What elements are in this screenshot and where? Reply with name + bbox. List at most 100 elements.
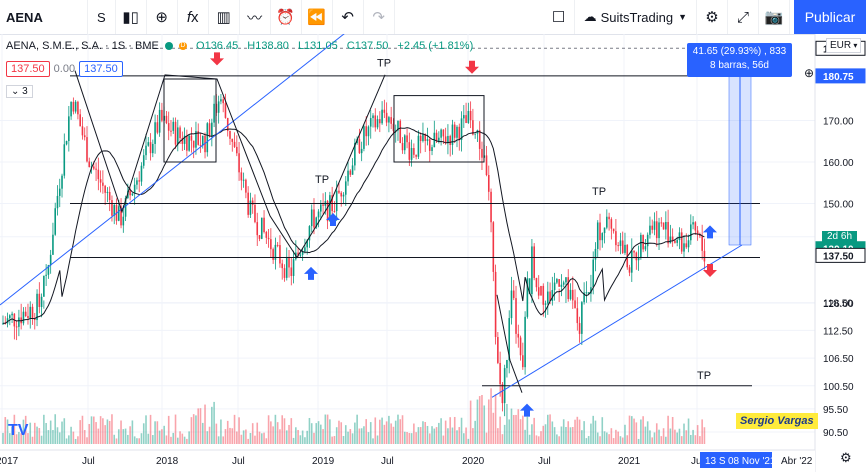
volume-bar [406,432,408,444]
candle-body [36,293,38,321]
volume-bar [329,419,331,444]
fullscreen-icon[interactable]: ⤢ [728,0,759,34]
square-icon[interactable]: ☐ [544,0,575,34]
volume-bar [276,422,279,444]
candle-body [265,232,268,238]
interval-button[interactable]: S [88,0,116,34]
volume-bar [226,420,229,444]
candle-body [565,277,567,283]
volume-bar [145,415,147,444]
volume-bar [619,436,622,444]
candle-body [322,204,324,206]
undo-icon[interactable]: ↶ [333,0,364,34]
candle-body [376,119,379,128]
volume-bar [52,430,54,444]
candle-body [583,292,585,303]
volume-bar [186,438,188,444]
volume-bar [181,433,184,444]
tp-label: TP [315,174,329,186]
volume-bar [192,414,195,444]
volume-bar [417,427,420,444]
candles-icon[interactable]: ▮▯ [116,0,147,34]
volume-bar [322,429,324,444]
volume-bar [208,426,211,444]
volume-bar [222,436,224,444]
volume-bar [263,432,265,444]
drawings: TPTPTPTPTPTP [0,34,760,417]
replay-icon[interactable]: ⏪ [302,0,333,34]
volume-bar [537,436,540,444]
candle-body [70,101,72,117]
volume-bar [533,417,535,444]
time-tick-label: 2017 [0,456,19,467]
volume-bar [419,427,422,444]
candle-body [270,239,272,250]
volume-bar [215,423,218,444]
candle-body [313,209,315,228]
legend-low: L131.05 [297,40,338,52]
volume-bar [465,427,467,444]
candle-body [633,250,635,253]
publish-button[interactable]: Publicar [794,0,866,34]
volume-bar [58,432,61,444]
price-chart[interactable]: TPTPTPTPTPTP 90.5095.50100.50106.50112.5… [0,34,866,472]
broker-dropdown[interactable]: ☁ SuitsTrading ▼ [575,0,697,34]
candle-body [47,265,50,275]
candle-body [288,256,290,268]
candle-body [542,285,545,305]
candle-body [592,259,594,288]
symbol-search[interactable]: AENA [0,0,88,34]
redo-icon[interactable]: ↷ [364,0,395,34]
candle-body [72,101,75,112]
candle-body [242,179,245,181]
gear-icon[interactable]: ⚙ [697,0,728,34]
volume-bar [658,429,660,444]
candle-body [88,161,91,168]
pattern-icon[interactable]: 〰 [240,0,271,34]
candle-body [154,122,156,144]
volume-bar [558,436,560,444]
volume-bar [447,428,449,444]
buy-button[interactable]: 137.50 [79,61,123,77]
bar-chart-icon[interactable]: ▥ [209,0,240,34]
measure-line2: 8 barras, 56d [710,60,769,71]
volume-bar [574,419,576,444]
sell-button[interactable]: 137.50 [6,61,50,77]
volume-bar [678,428,681,444]
time-tick-label: Jul [538,456,551,467]
volume-bar [267,415,270,444]
indicator-toggle[interactable]: ⌄ 3 [6,85,33,98]
candle-body [9,315,11,319]
candle-body [363,126,365,149]
volume-bar [506,403,508,444]
volume-bar [637,438,640,444]
currency-selector[interactable]: EUR ▾ [826,38,862,53]
volume-bar [410,433,413,444]
candle-body [680,232,683,252]
candle-body [124,197,127,217]
chart-settings-icon[interactable]: ⚙ [840,450,852,465]
author-signature: Sergio Vargas [736,413,818,429]
alert-icon[interactable]: ⏰ [271,0,302,34]
volume-bar [544,424,547,444]
volume-bar [49,420,52,444]
candle-body [120,206,122,226]
camera-icon[interactable]: 📷 [759,0,790,34]
candle-body [492,222,495,272]
candle-body [615,231,617,246]
candle-body [283,268,286,278]
candle-body [33,318,36,321]
candle-body [599,222,601,241]
candle-body [170,130,172,132]
candle-body [367,126,370,137]
add-icon[interactable]: ⊕ [147,0,178,34]
volume-bar [47,430,50,444]
volume-bar [167,415,170,444]
add-alert-icon[interactable]: ⊕ [804,66,815,80]
volume-bar [83,430,86,444]
chevron-down-icon: ▼ [678,12,687,22]
candle-body [190,135,193,141]
candle-body [481,148,483,158]
candle-body [646,234,649,247]
